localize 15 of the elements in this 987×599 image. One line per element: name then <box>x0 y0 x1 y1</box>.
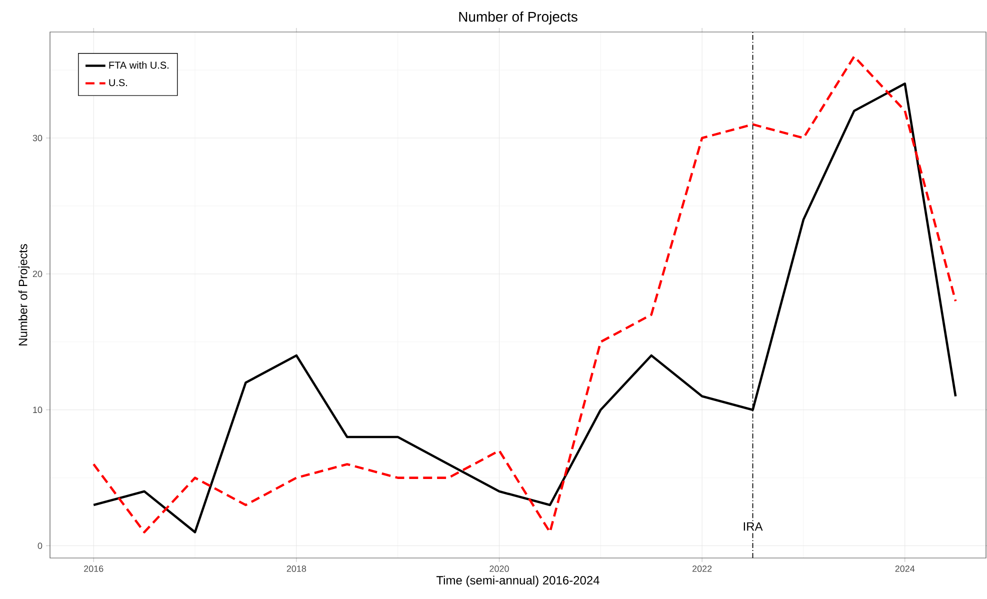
x-tick-label: 2022 <box>692 566 712 572</box>
x-tick-label: 2024 <box>895 566 915 572</box>
y-axis-title: Number of Projects <box>18 244 30 346</box>
x-tick-label: 2018 <box>286 566 306 572</box>
ref-line-label: IRA <box>744 522 763 531</box>
x-tick-label: 2020 <box>490 566 509 572</box>
y-tick-label: 20 <box>32 270 42 278</box>
y-tick-label: 10 <box>33 406 42 414</box>
y-tick-label: 30 <box>32 134 42 142</box>
chart-title: Number of Projects <box>459 11 578 24</box>
legend-label: U.S. <box>109 79 127 86</box>
y-tick-label: 0 <box>38 542 42 549</box>
legend-label: FTA with U.S. <box>109 61 168 69</box>
x-tick-label: 2016 <box>84 566 104 572</box>
x-axis-title: Time (semi-annual) 2016-2024 <box>436 576 600 587</box>
